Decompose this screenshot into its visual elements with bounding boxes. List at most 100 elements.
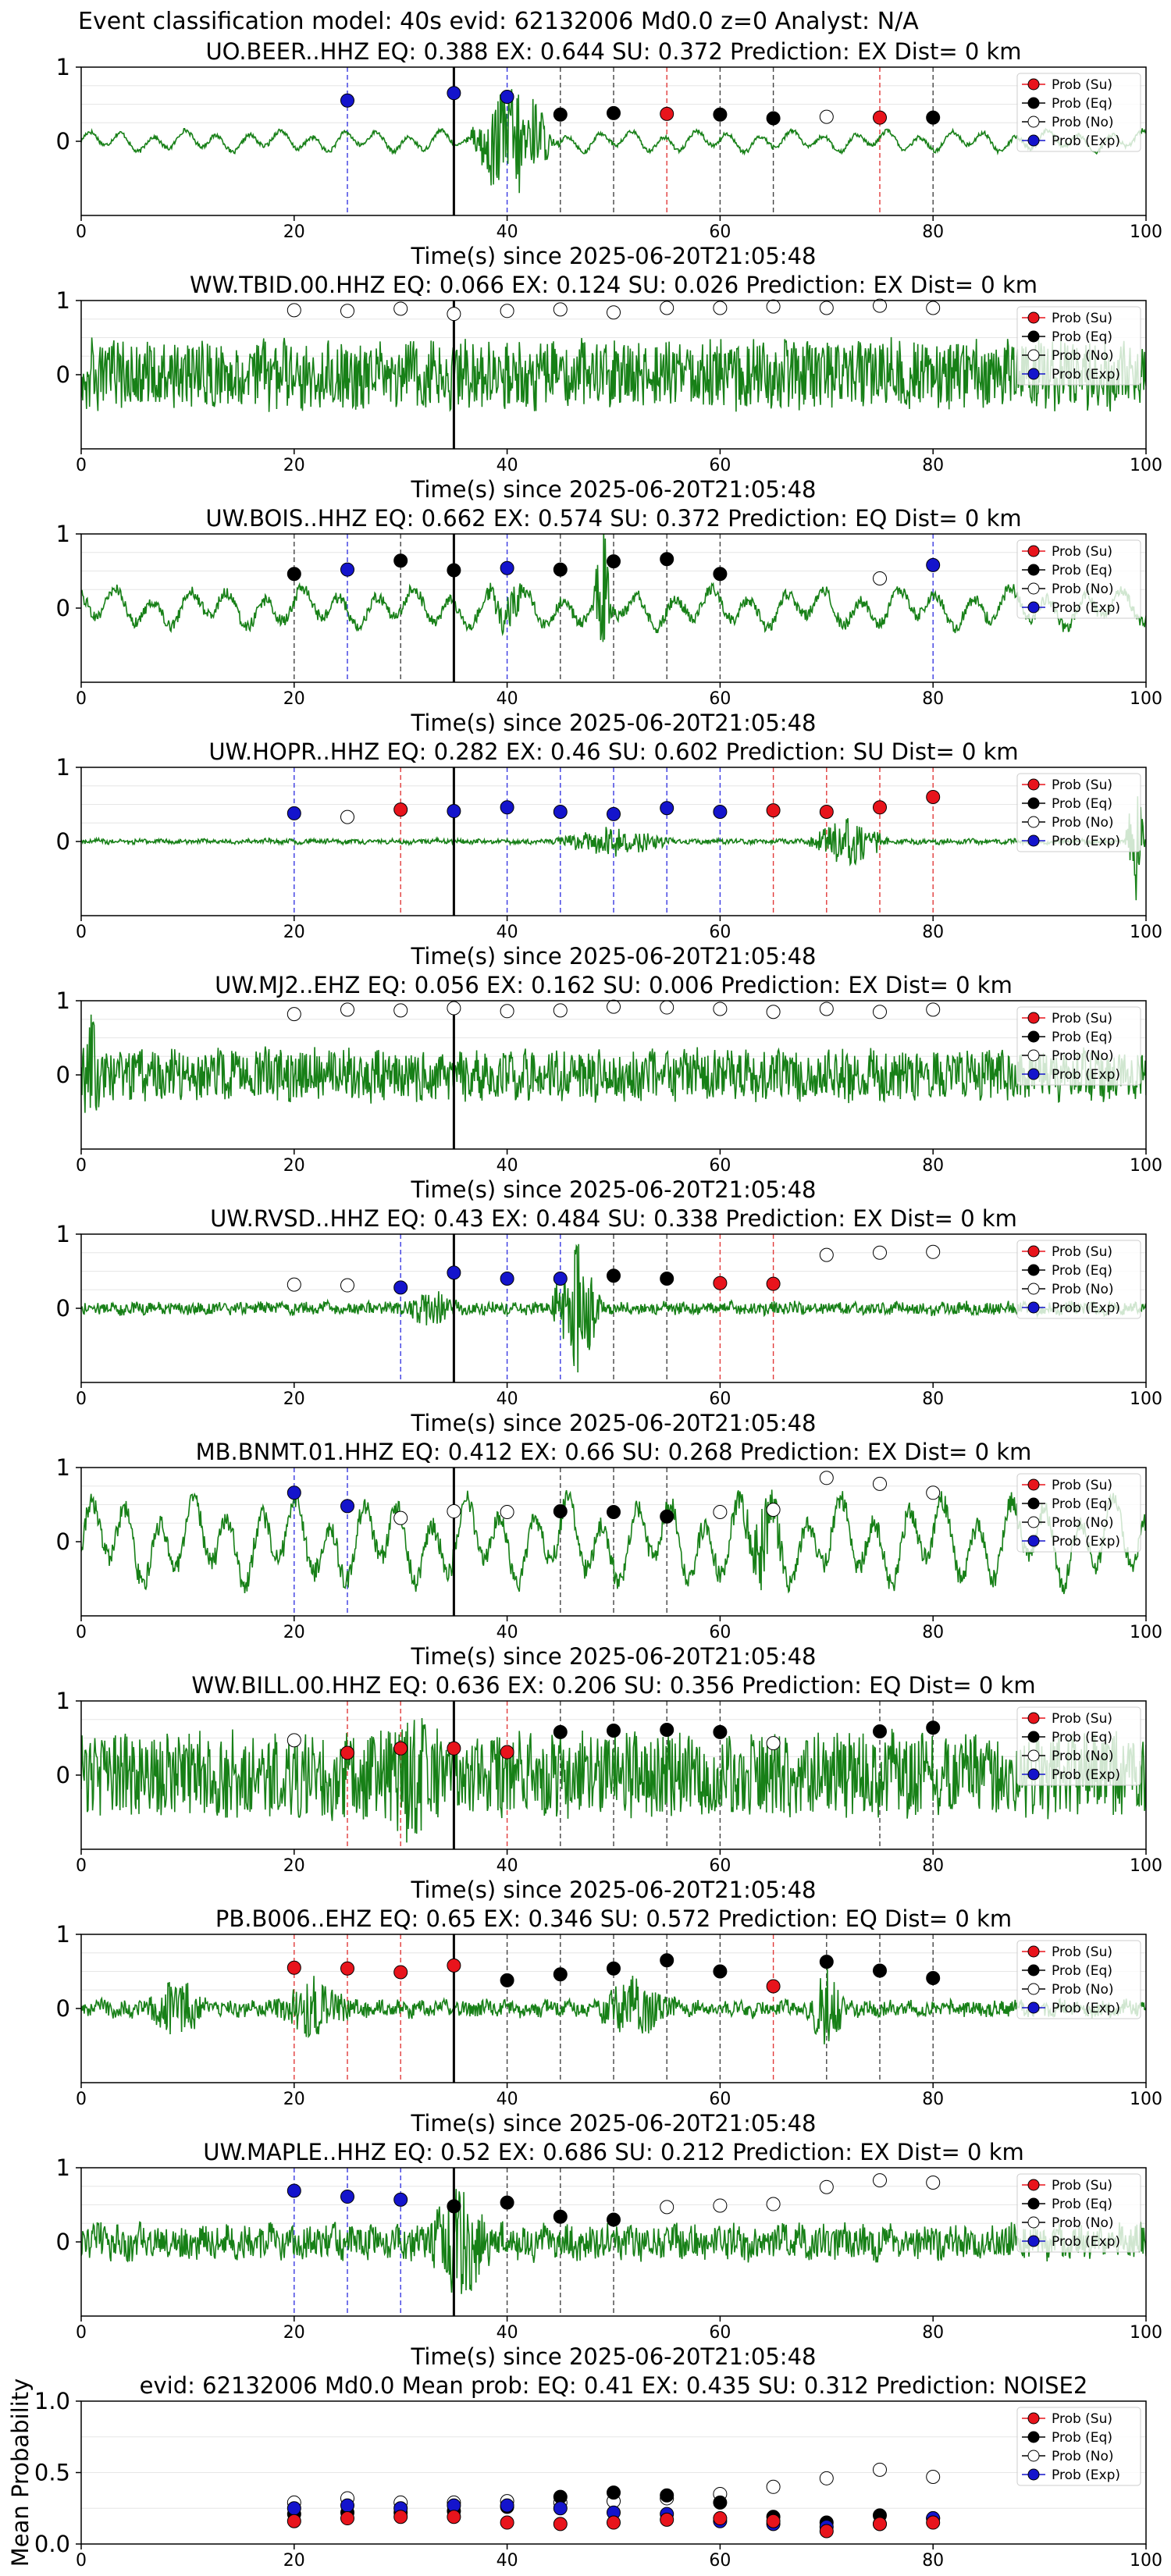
x-axis-label: Time(s) since 2025-06-20T21:05:48: [411, 476, 817, 503]
prob-marker-eq: [447, 2199, 461, 2214]
legend-label-exp: Prob (Exp): [1052, 1534, 1120, 1550]
mean-prob-marker-no: [926, 2469, 941, 2484]
legend-box: [1016, 2407, 1141, 2486]
legend-label-no: Prob (No): [1052, 1048, 1114, 1064]
legend-marker-no: [1027, 582, 1040, 595]
y-axis-label: Mean Probability: [7, 2379, 34, 2567]
prob-marker-no: [873, 571, 887, 585]
panel-title: MB.BNMT.01.HHZ EQ: 0.412 EX: 0.66 SU: 0.…: [196, 1439, 1032, 1465]
legend-label-exp: Prob (Exp): [1052, 1767, 1120, 1783]
legend-box: [1016, 73, 1141, 152]
x-tick-label: 100: [1130, 923, 1162, 942]
prob-marker-no: [287, 1007, 301, 1022]
prob-marker-eq: [819, 1955, 834, 1969]
y-tick-label: 0: [56, 1762, 70, 1788]
prob-marker-no: [393, 1003, 408, 1018]
x-tick-label: 40: [497, 2323, 518, 2343]
prob-marker-exp: [447, 804, 461, 819]
prob-marker-no: [873, 298, 887, 313]
prob-marker-su: [766, 1276, 781, 1291]
legend-label-eq: Prob (Eq): [1052, 1963, 1112, 1979]
legend-marker-eq: [1027, 1731, 1040, 1743]
prob-marker-no: [340, 1278, 354, 1293]
panel-title: UO.BEER..HHZ EQ: 0.388 EX: 0.644 SU: 0.3…: [205, 38, 1021, 65]
y-tick-label: 0: [56, 128, 70, 155]
legend-marker-no: [1027, 2450, 1040, 2462]
prob-marker-su: [447, 1958, 461, 1973]
prob-marker-su: [660, 106, 674, 121]
x-tick-label: 20: [283, 456, 305, 475]
prob-marker-eq: [713, 1724, 728, 1739]
x-tick-label: 100: [1130, 222, 1162, 242]
legend-marker-eq: [1027, 330, 1040, 343]
prob-marker-no: [553, 302, 568, 317]
prob-marker-eq: [926, 1971, 941, 1986]
prob-marker-no: [873, 1476, 887, 1491]
legend-label-eq: Prob (Eq): [1052, 796, 1112, 812]
prob-marker-exp: [287, 1485, 301, 1500]
prob-marker-no: [500, 304, 514, 318]
mean-prob-marker-no: [766, 2479, 781, 2494]
prob-marker-exp: [500, 800, 514, 815]
y-tick-label: 0: [56, 361, 70, 388]
y-tick-label: 0: [56, 828, 70, 855]
x-axis-label: Time(s) since 2025-06-20T21:05:48: [411, 1176, 817, 1203]
prob-marker-su: [340, 1745, 354, 1760]
x-tick-label: 40: [497, 1856, 518, 1876]
prob-marker-no: [713, 301, 728, 315]
prob-marker-no: [607, 999, 621, 1014]
prob-marker-eq: [660, 1272, 674, 1286]
prob-marker-no: [340, 809, 354, 824]
waveform-trace: [81, 796, 1146, 901]
prob-marker-su: [393, 1741, 408, 1756]
legend-marker-su: [1027, 2412, 1040, 2425]
legend-box: [1016, 1006, 1141, 1086]
station-panel-7: WW.BILL.00.HHZ EQ: 0.636 EX: 0.206 SU: 0…: [56, 1672, 1162, 1903]
prob-marker-eq: [713, 107, 728, 122]
x-tick-label: 100: [1130, 1623, 1162, 1642]
prob-marker-no: [766, 1736, 781, 1751]
mean-prob-marker-eq: [607, 2485, 621, 2500]
prob-marker-no: [766, 1005, 781, 1019]
x-tick-label: 40: [497, 923, 518, 942]
legend-label-exp: Prob (Exp): [1052, 2467, 1120, 2483]
y-tick-label: 1: [56, 2154, 70, 2181]
prob-marker-no: [819, 301, 834, 315]
prob-marker-no: [926, 2176, 941, 2190]
prob-marker-eq: [607, 2212, 621, 2227]
x-tick-label: 100: [1130, 1856, 1162, 1876]
prob-marker-exp: [500, 90, 514, 104]
y-tick-label: 0.5: [34, 2460, 70, 2486]
legend-marker-exp: [1027, 1535, 1040, 1547]
x-tick-label: 60: [709, 2551, 731, 2571]
prob-marker-eq: [607, 105, 621, 120]
prob-marker-no: [926, 1244, 941, 1259]
y-tick-label: 0: [56, 1062, 70, 1088]
x-tick-label: 0: [76, 689, 87, 709]
waveform-trace: [81, 1717, 1146, 1843]
x-axis-label: Time(s) since 2025-06-20T21:05:48: [411, 1643, 817, 1670]
legend-label-no: Prob (No): [1052, 1749, 1114, 1764]
station-panel-5: UW.RVSD..HHZ EQ: 0.43 EX: 0.484 SU: 0.33…: [56, 1205, 1162, 1436]
x-tick-label: 60: [709, 689, 731, 709]
legend-label-no: Prob (No): [1052, 582, 1114, 597]
prob-marker-no: [926, 301, 941, 315]
x-tick-label: 80: [922, 1156, 944, 1176]
prob-marker-exp: [553, 1272, 568, 1286]
legend-label-exp: Prob (Exp): [1052, 133, 1120, 149]
y-tick-label: 0: [56, 1528, 70, 1555]
x-tick-label: 40: [497, 689, 518, 709]
legend-marker-exp: [1027, 2235, 1040, 2247]
prob-marker-no: [713, 2198, 728, 2213]
x-tick-label: 0: [76, 456, 87, 475]
legend-marker-su: [1027, 1712, 1040, 1724]
legend-label-su: Prob (Su): [1052, 1711, 1112, 1727]
x-tick-label: 0: [76, 1856, 87, 1876]
legend-label-no: Prob (No): [1052, 1982, 1114, 1998]
station-panel-6: MB.BNMT.01.HHZ EQ: 0.412 EX: 0.66 SU: 0.…: [56, 1439, 1162, 1670]
legend-label-eq: Prob (Eq): [1052, 1730, 1112, 1745]
x-tick-label: 60: [709, 923, 731, 942]
prob-marker-eq: [713, 567, 728, 582]
panel-title: UW.HOPR..HHZ EQ: 0.282 EX: 0.46 SU: 0.60…: [208, 738, 1018, 765]
